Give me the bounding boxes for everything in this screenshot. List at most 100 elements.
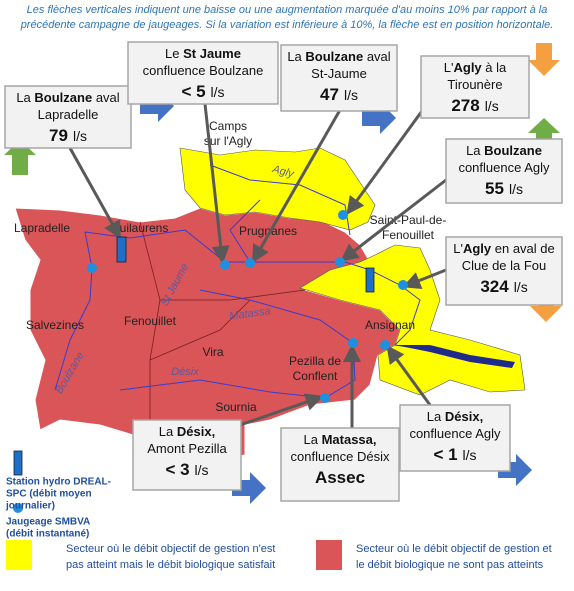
stations <box>87 210 408 403</box>
gauging-point <box>87 263 97 273</box>
legend-station-icon <box>13 450 23 476</box>
callout-box <box>445 236 563 306</box>
callout-label: La Désix, <box>427 409 483 424</box>
label-part: Le <box>165 46 183 61</box>
label-part: L' <box>453 241 463 256</box>
label-part: Clue de la Fou <box>462 258 547 273</box>
station-marker <box>116 236 127 263</box>
label-part: à la <box>482 60 507 75</box>
callout-box <box>420 55 530 119</box>
legend-text: Jaugeage SMBVA <box>6 517 90 528</box>
gauging-point <box>335 257 345 267</box>
river-label: Désix <box>171 366 199 378</box>
flow-unit: l/s <box>211 84 225 100</box>
callout-label: L'Agly en aval de <box>453 241 555 256</box>
callout-value: < 5 l/s <box>181 82 224 101</box>
callout-label: La Boulzane aval <box>287 49 390 64</box>
callout-label: Clue de la Fou <box>462 258 547 273</box>
place-label: Fenouillet <box>124 314 177 328</box>
callout-value: < 3 l/s <box>165 460 208 479</box>
place-label: sur l'Agly <box>204 134 252 148</box>
callout-label: confluence Boulzane <box>143 63 264 78</box>
place-label: Camps <box>209 119 247 133</box>
legend-text: (débit instantané) <box>6 529 89 540</box>
flow-unit: l/s <box>463 447 477 463</box>
legend-text: Secteur où le débit objectif de gestion … <box>356 543 552 555</box>
arrow-down <box>528 43 560 76</box>
legend-yellow-swatch <box>6 540 32 570</box>
callout-label: confluence Agly <box>409 426 501 441</box>
legend-red-swatch <box>316 540 342 570</box>
connector <box>340 178 447 262</box>
place-label: Salvezines <box>26 318 84 332</box>
connector <box>68 147 121 240</box>
label-part: en aval de <box>491 241 555 256</box>
callout-value: 47 l/s <box>320 85 358 104</box>
callout-box <box>280 44 398 112</box>
callout: La Désix, confluence Agly < 1 l/s <box>399 404 511 472</box>
label-part: Tirounère <box>447 77 502 92</box>
flow-value: 47 <box>320 85 339 104</box>
gauging-point <box>348 338 358 348</box>
legend-text: journalier) <box>5 501 55 512</box>
callout-label: La Boulzane <box>466 143 542 158</box>
label-part: Boulzane <box>34 90 92 105</box>
header-note: Les flèches verticales indiquent une bai… <box>27 4 548 16</box>
flow-unit: l/s <box>195 462 209 478</box>
label-part: La <box>466 143 484 158</box>
label-part: La <box>304 432 322 447</box>
callout-label: L'Agly à la <box>444 60 507 75</box>
flow-value: Assec <box>315 468 365 487</box>
callout: La Boulzane aval St-Jaume 47 l/s <box>280 44 398 112</box>
flow-unit: l/s <box>514 279 528 295</box>
place-label: Ansignan <box>365 318 415 332</box>
label-part: Agly <box>453 60 482 75</box>
callout: L'Agly à la Tirounère 278 l/s <box>420 55 530 119</box>
label-part: Désix, <box>445 409 483 424</box>
callout: Le St Jaume confluence Boulzane < 5 l/s <box>127 41 279 105</box>
callout-label: confluence Agly <box>458 160 550 175</box>
connector <box>252 109 342 264</box>
label-part: La <box>159 424 177 439</box>
flow-value: 324 <box>480 277 509 296</box>
place-label: Vira <box>202 345 223 359</box>
flow-value: < 5 <box>181 82 205 101</box>
callout-label: Tirounère <box>447 77 502 92</box>
gauging-point <box>380 340 390 350</box>
callout-label: St-Jaume <box>311 66 367 81</box>
header-note: précédente campagne de jaugeages. Si la … <box>20 19 554 31</box>
callout-value: 79 l/s <box>49 126 87 145</box>
gauging-point <box>245 258 255 268</box>
river-label: Matassa <box>229 305 272 323</box>
place-label: Prugnanes <box>239 224 297 238</box>
callout: La Boulzane aval Lapradelle 79 l/s <box>4 85 132 149</box>
flow-value: 79 <box>49 126 68 145</box>
callout-box <box>280 427 400 502</box>
connector <box>346 99 432 215</box>
place-label: Puilaurens <box>112 221 169 235</box>
callout-label: Amont Pezilla <box>147 441 227 456</box>
callout: L'Agly en aval de Clue de la Fou 324 l/s <box>445 236 563 306</box>
callout-label: La Boulzane aval <box>16 90 119 105</box>
callout-value: Assec <box>315 468 365 487</box>
legend-gauging-icon <box>13 503 23 513</box>
label-part: confluence Boulzane <box>143 63 264 78</box>
label-part: Boulzane <box>484 143 542 158</box>
callout-label: Lapradelle <box>38 107 99 122</box>
callout-label: La Désix, <box>159 424 215 439</box>
callout-box <box>127 41 279 105</box>
gauging-point <box>398 280 408 290</box>
place-label: Conflent <box>293 369 338 383</box>
flow-unit: l/s <box>73 128 87 144</box>
label-part: aval <box>363 49 391 64</box>
label-part: L' <box>444 60 454 75</box>
connectors <box>68 99 447 428</box>
place-label: Fenouillet <box>382 228 435 242</box>
flow-unit: l/s <box>485 98 499 114</box>
label-part: confluence Agly <box>409 426 501 441</box>
label-part: St-Jaume <box>311 66 367 81</box>
place-label: Pezilla de <box>289 354 341 368</box>
place-label: Saint-Paul-de- <box>370 213 447 227</box>
flow-unit: l/s <box>344 87 358 103</box>
